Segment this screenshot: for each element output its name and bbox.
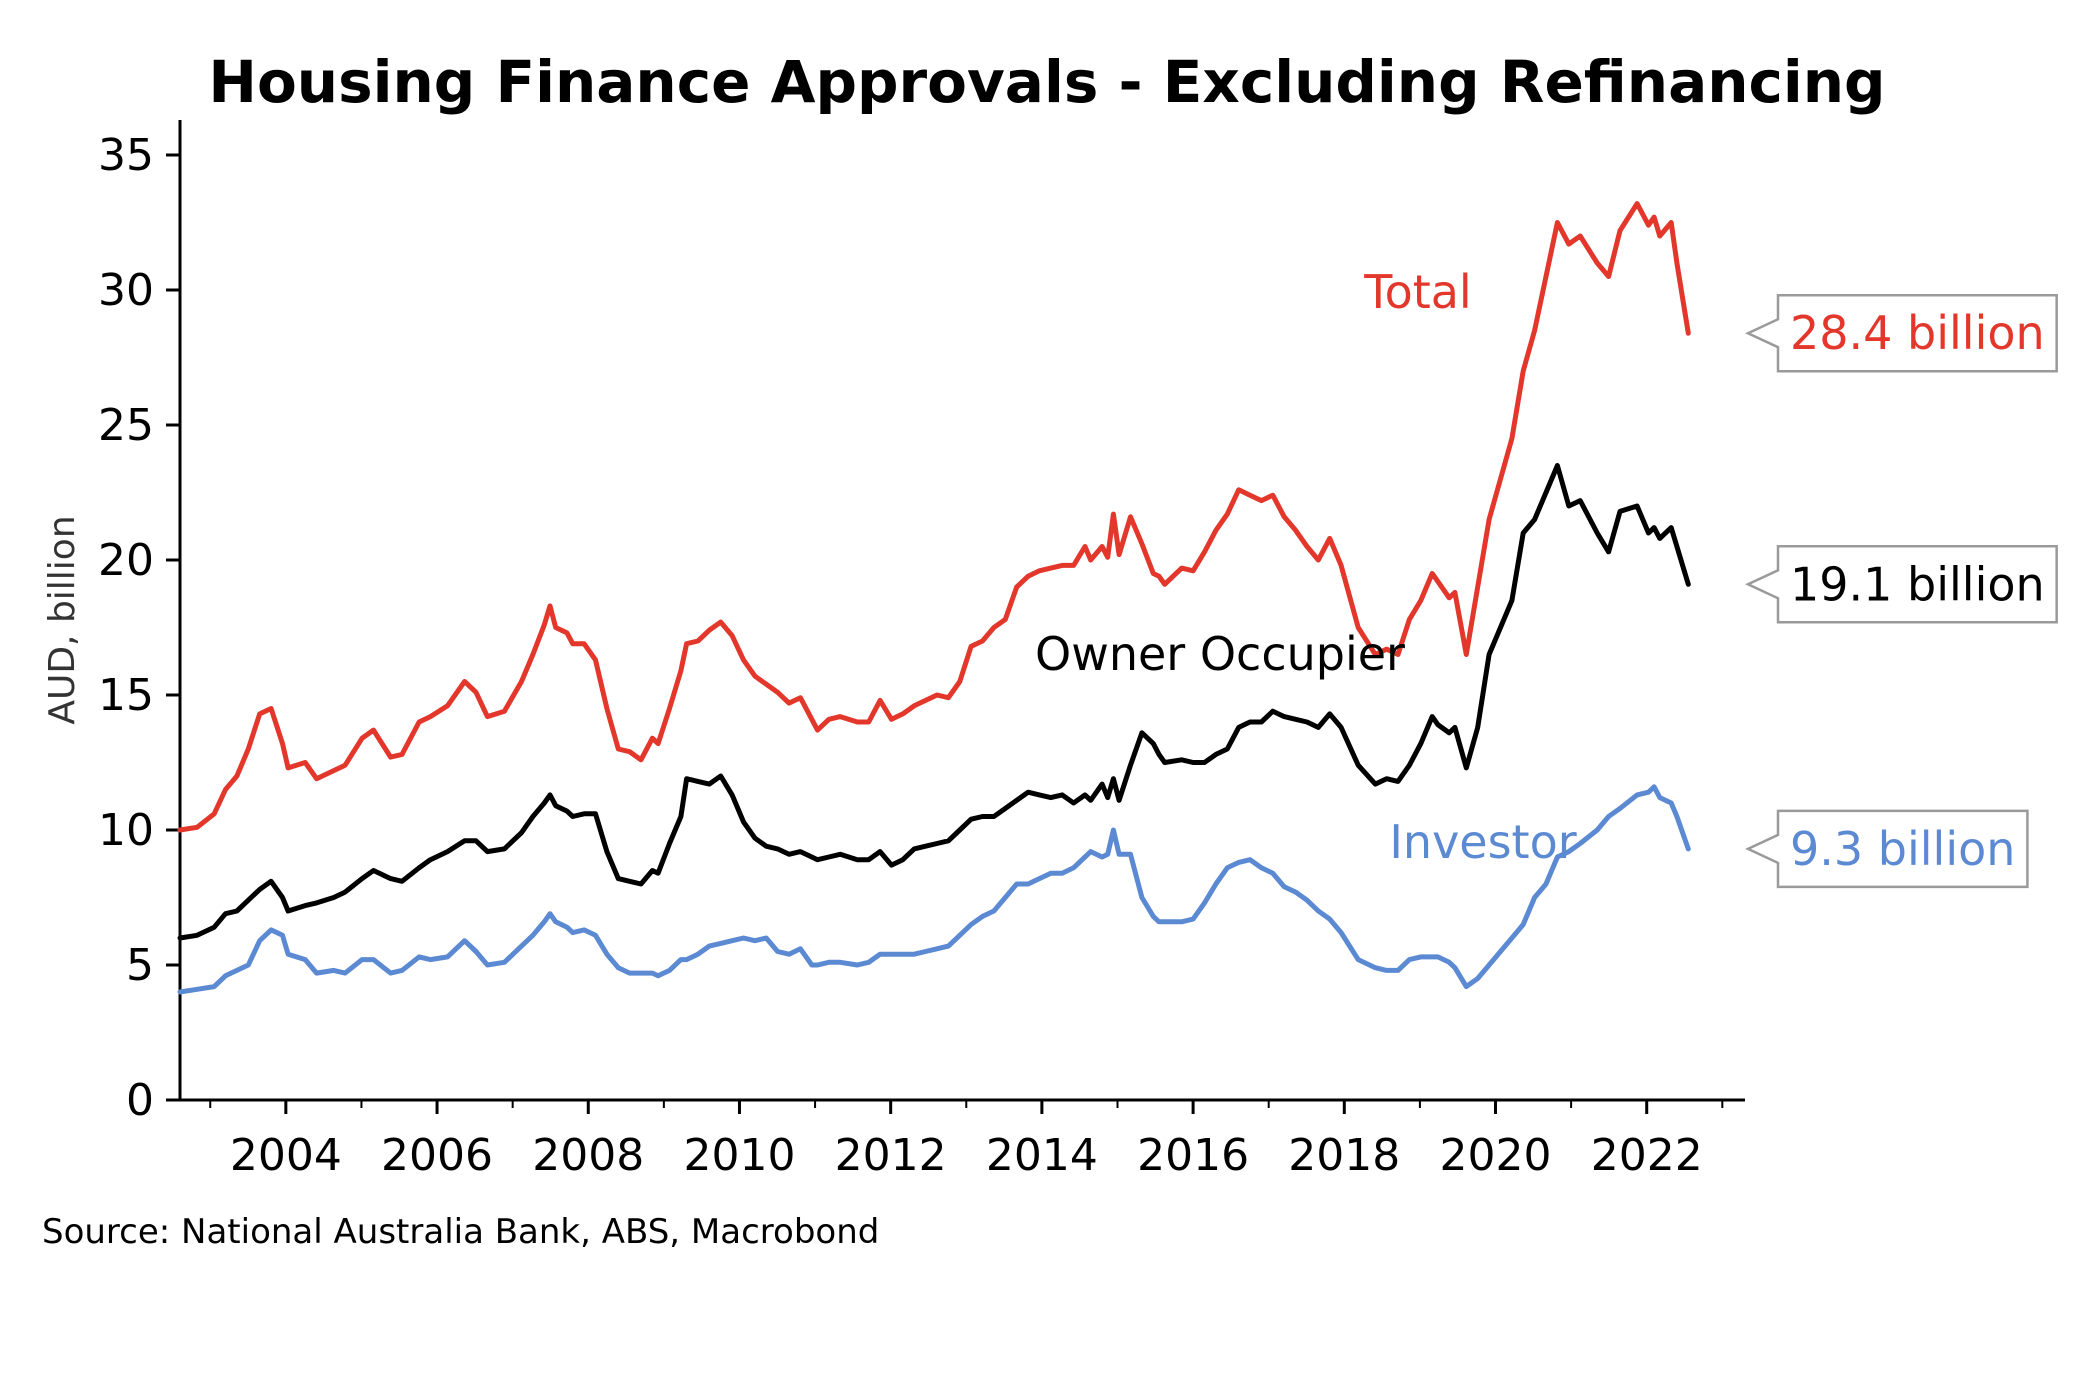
y-tick-label: 25: [98, 400, 154, 451]
chart-title: Housing Finance Approvals - Excluding Re…: [208, 48, 1885, 116]
y-tick-label: 0: [126, 1075, 154, 1126]
y-tick-label: 35: [98, 130, 154, 181]
y-tick-label: 20: [98, 535, 154, 586]
x-tick-label: 2010: [683, 1130, 795, 1181]
callout-investor-box: [1745, 809, 2029, 889]
series-label-investor: Investor: [1389, 815, 1576, 869]
x-tick-label: 2004: [230, 1130, 342, 1181]
callout-total-box: [1745, 293, 2058, 373]
x-axis-ticks: 2004 2006 2008 2010 2012 2014 2016 2018 2020 2022: [209, 1100, 1724, 1181]
y-tick-label: 5: [126, 940, 154, 991]
series-line-owner-occupier: [177, 463, 1691, 941]
series-line-total: [177, 201, 1691, 833]
x-tick-label: 2022: [1591, 1130, 1703, 1181]
y-axis-label: AUD, billion: [42, 515, 83, 724]
series-lines: [177, 201, 1691, 995]
x-tick-label: 2014: [986, 1130, 1098, 1181]
series-label-total: Total: [1363, 265, 1471, 319]
series-line-investor: [177, 784, 1691, 995]
y-tick-label: 10: [98, 805, 154, 856]
callout-owner-occupier-box: [1745, 545, 2058, 624]
callout-owner-occupier-text: 19.1 billion: [1790, 557, 2045, 611]
source-note: Source: National Australia Bank, ABS, Ma…: [42, 1212, 879, 1252]
x-tick-label: 2018: [1288, 1130, 1400, 1181]
callout-investor: 9.3 billion: [1745, 809, 2029, 889]
series-label-owner-occupier: Owner Occupier: [1035, 627, 1405, 681]
x-tick-label: 2016: [1137, 1130, 1249, 1181]
callout-investor-text: 9.3 billion: [1790, 822, 2015, 876]
x-tick-label: 2006: [381, 1130, 493, 1181]
callout-owner-occupier: 19.1 billion: [1745, 545, 2058, 624]
y-tick-label: 30: [98, 265, 154, 316]
value-callouts: 28.4 billion 19.1 billion 9.3 billion: [1745, 293, 2058, 889]
y-tick-label: 15: [98, 670, 154, 721]
y-axis-ticks: 0 5 10 15 20 25 30 35: [98, 130, 180, 1126]
callout-total: 28.4 billion: [1745, 293, 2058, 373]
x-tick-label: 2020: [1440, 1130, 1552, 1181]
x-tick-label: 2008: [532, 1130, 644, 1181]
callout-total-text: 28.4 billion: [1790, 306, 2045, 360]
x-tick-label: 2012: [835, 1130, 947, 1181]
